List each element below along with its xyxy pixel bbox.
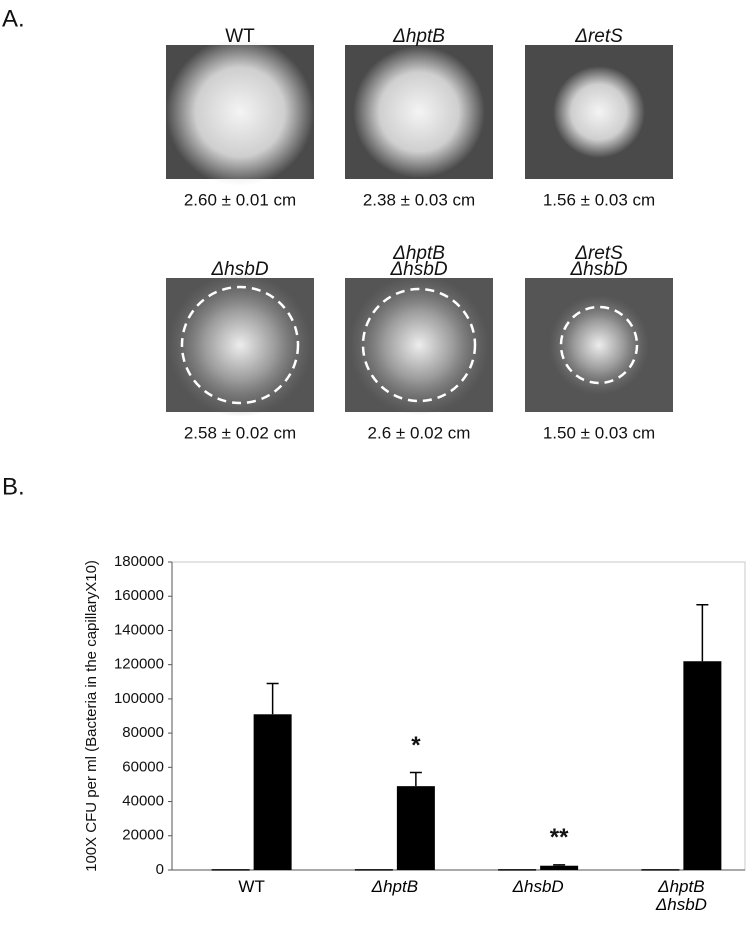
bar: [641, 869, 680, 871]
y-tick-label: 180000: [114, 553, 164, 570]
strain-label: ΔhsbD: [569, 259, 627, 280]
colony: [349, 275, 489, 415]
x-tick-label: ΔhptB: [371, 877, 419, 896]
strain-label: ΔhsbD: [210, 259, 268, 280]
bar: [540, 865, 579, 870]
measurement: 1.50 ± 0.03 cm: [543, 423, 655, 442]
y-tick-label: 160000: [114, 587, 164, 604]
colony: [549, 295, 649, 395]
error-bar: [696, 604, 709, 662]
bar: [396, 786, 435, 870]
y-tick-label: 40000: [122, 793, 164, 810]
y-tick-label: 60000: [122, 758, 164, 775]
y-tick-label: 140000: [114, 621, 164, 638]
measurement: 2.6 ± 0.02 cm: [368, 423, 471, 442]
panel-label: A.: [2, 5, 25, 32]
colony-outline: [361, 287, 477, 403]
y-tick-label: 20000: [122, 827, 164, 844]
bar: [498, 869, 537, 871]
colony: [553, 66, 645, 158]
measurement: 1.56 ± 0.03 cm: [543, 190, 655, 209]
x-tick-label: ΔhptB ΔhsbD: [655, 877, 707, 914]
bar: [253, 714, 292, 870]
x-tick-label: ΔhsbD: [512, 877, 564, 896]
strain-label: WT: [225, 26, 255, 47]
error-bar: [266, 682, 279, 715]
strain-label: ΔretS: [574, 243, 623, 264]
y-axis-label: 100X CFU per ml (Bacteria in the capilla…: [83, 560, 100, 872]
y-tick-label: 0: [156, 861, 164, 878]
measurement: 2.58 ± 0.02 cm: [184, 423, 296, 442]
strain-label: ΔhptB: [392, 26, 445, 47]
error-bar: [553, 864, 566, 866]
measurement: 2.38 ± 0.03 cm: [363, 190, 475, 209]
strain-label: ΔhsbD: [389, 259, 447, 280]
colony: [353, 46, 485, 178]
y-tick-label: 80000: [122, 724, 164, 741]
bar: [211, 869, 250, 871]
bar: [354, 869, 393, 871]
y-tick-label: 100000: [114, 690, 164, 707]
error-bar: [409, 771, 422, 787]
measurement: 2.60 ± 0.01 cm: [184, 190, 296, 209]
colony: [166, 38, 314, 186]
y-tick-label: 120000: [114, 656, 164, 673]
strain-label: ΔretS: [574, 26, 623, 47]
colony: [168, 273, 312, 417]
strain-label: ΔhptB: [392, 243, 445, 264]
significance: **: [550, 824, 569, 851]
x-tick-label: WT: [238, 877, 265, 896]
colony-outline: [180, 285, 300, 405]
significance: *: [411, 732, 421, 759]
panel-label: B.: [2, 473, 25, 500]
bar: [683, 661, 722, 870]
colony-outline: [559, 305, 639, 385]
